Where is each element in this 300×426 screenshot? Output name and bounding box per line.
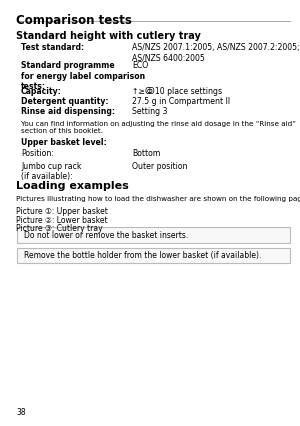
Text: Loading examples: Loading examples — [16, 181, 129, 191]
Text: Detergent quantity:: Detergent quantity: — [21, 97, 109, 106]
Text: Picture ②: Lower basket: Picture ②: Lower basket — [16, 216, 108, 225]
Text: Comparison tests: Comparison tests — [16, 14, 132, 28]
Text: AS/NZS 2007.1:2005, AS/NZS 2007.2:2005;
AS/NZS 6400:2005: AS/NZS 2007.1:2005, AS/NZS 2007.2:2005; … — [132, 43, 299, 63]
Text: Pictures illustrating how to load the dishwasher are shown on the following page: Pictures illustrating how to load the di… — [16, 196, 300, 202]
Text: Picture ①: Upper basket: Picture ①: Upper basket — [16, 207, 108, 216]
Text: ↑≥ↂ10 place settings: ↑≥ↂ10 place settings — [132, 87, 222, 96]
Text: Jumbo cup rack
(if available):: Jumbo cup rack (if available): — [21, 162, 82, 181]
Text: Picture ③: Cutlery tray: Picture ③: Cutlery tray — [16, 224, 103, 233]
Text: Standard height with cutlery tray: Standard height with cutlery tray — [16, 31, 201, 40]
Text: 27.5 g in Compartment II: 27.5 g in Compartment II — [132, 97, 230, 106]
Text: 38: 38 — [16, 408, 26, 417]
Text: Setting 3: Setting 3 — [132, 107, 167, 116]
Text: Position:: Position: — [21, 149, 54, 158]
Text: Upper basket level:: Upper basket level: — [21, 138, 107, 147]
Text: Do not lower or remove the basket inserts.: Do not lower or remove the basket insert… — [24, 230, 188, 240]
Text: Remove the bottle holder from the lower basket (if available).: Remove the bottle holder from the lower … — [24, 250, 261, 260]
Text: Bottom: Bottom — [132, 149, 160, 158]
Text: You can find information on adjusting the rinse aid dosage in the “Rinse aid”
se: You can find information on adjusting th… — [21, 121, 296, 134]
Text: Test standard:: Test standard: — [21, 43, 84, 52]
FancyBboxPatch shape — [16, 227, 290, 243]
FancyBboxPatch shape — [16, 248, 290, 263]
Text: Rinse aid dispensing:: Rinse aid dispensing: — [21, 107, 115, 116]
Text: Capacity:: Capacity: — [21, 87, 62, 96]
Text: Standard programme
for energy label comparison
tests:: Standard programme for energy label comp… — [21, 61, 145, 91]
Text: ECO: ECO — [132, 61, 148, 70]
Text: Outer position: Outer position — [132, 162, 188, 171]
